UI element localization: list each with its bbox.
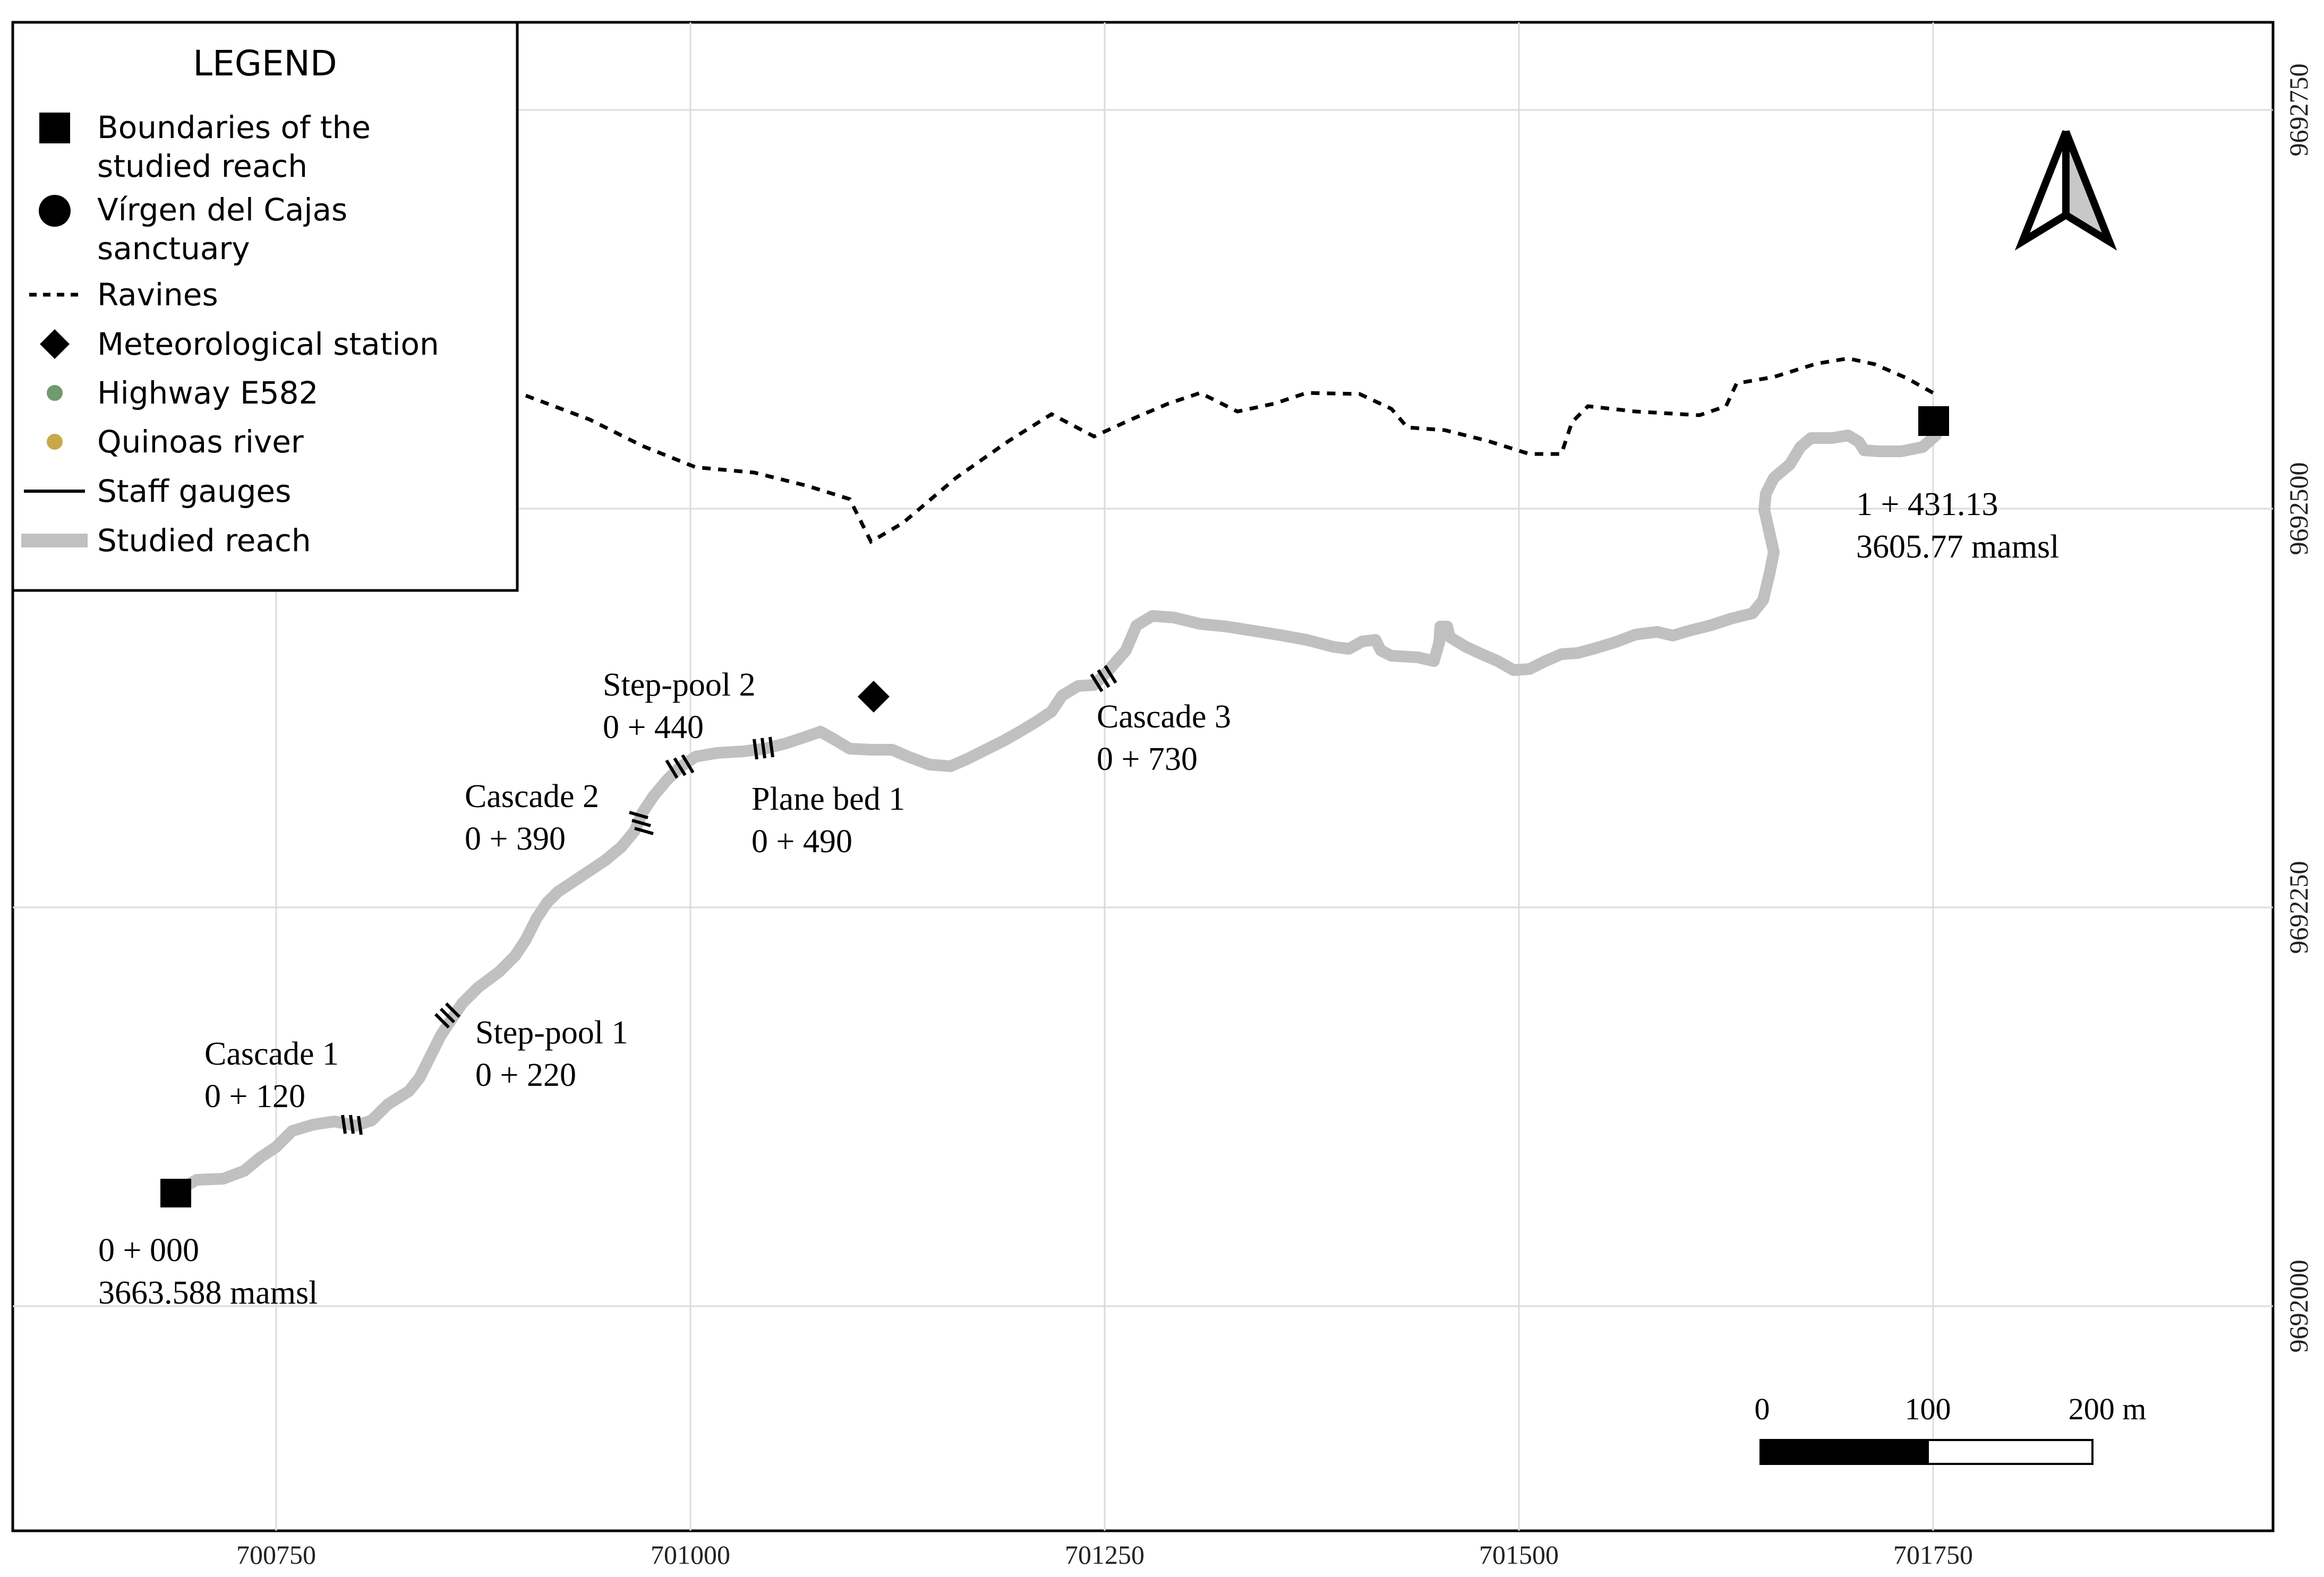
label-step-pool-2-station: 0 + 440 <box>603 709 704 745</box>
legend-label-meteorological: Meteorological station <box>97 326 439 362</box>
scale-label-0: 0 <box>1755 1392 1770 1426</box>
y-tick-9692750: 9692750 <box>2284 64 2313 157</box>
label-step-pool-1-name: Step-pool 1 <box>475 1015 628 1051</box>
y-tick-9692500: 9692500 <box>2284 462 2313 555</box>
label-step-pool-1-station: 0 + 220 <box>475 1057 576 1093</box>
staff-gauge-step-pool-2 <box>665 754 695 779</box>
scale-bar: 0 100 200 m <box>1755 1392 2147 1465</box>
meteorological-station-icon <box>858 681 890 713</box>
legend-sanctuary-icon <box>39 195 71 227</box>
legend-highway-icon <box>47 385 63 401</box>
label-cascade-3-station: 0 + 730 <box>1097 741 1198 777</box>
label-plane-bed-1-station: 0 + 490 <box>751 824 852 860</box>
ravine-line <box>525 356 1934 544</box>
staff-gauges <box>341 665 1117 1135</box>
label-cascade-2-name: Cascade 2 <box>465 778 599 815</box>
legend-label-river: Quinoas river <box>97 424 304 460</box>
legend-label-sanctuary-2: sanctuary <box>97 230 250 267</box>
staff-gauge-plane-bed-1 <box>753 736 774 760</box>
x-tick-700750: 700750 <box>236 1540 316 1570</box>
legend-label-studied-reach: Studied reach <box>97 522 311 559</box>
y-tick-9692000: 9692000 <box>2284 1260 2313 1353</box>
legend-boundaries-icon <box>39 113 70 143</box>
legend-meteorological-icon <box>40 329 70 359</box>
label-cascade-1-station: 0 + 120 <box>204 1078 305 1115</box>
legend-box <box>11 21 519 592</box>
reach-end-boundary-icon <box>1918 406 1949 436</box>
scale-label-200: 200 m <box>2069 1392 2147 1426</box>
legend-label-boundaries-1: Boundaries of the <box>97 109 371 145</box>
label-end-elevation: 3605.77 mamsl <box>1856 529 2059 565</box>
label-cascade-2-station: 0 + 390 <box>465 821 566 857</box>
label-start-station: 0 + 000 <box>98 1232 199 1269</box>
x-tick-701500: 701500 <box>1479 1540 1559 1570</box>
label-cascade-3-name: Cascade 3 <box>1097 699 1231 735</box>
staff-gauge-cascade-1 <box>341 1115 363 1135</box>
legend-label-sanctuary-1: Vírgen del Cajas <box>97 192 347 228</box>
y-tick-9692250: 9692250 <box>2284 861 2313 954</box>
legend-title: LEGEND <box>193 43 337 84</box>
label-start-elevation: 3663.588 mamsl <box>98 1275 318 1311</box>
legend-label-staff-gauges: Staff gauges <box>97 473 291 509</box>
reach-start-boundary-icon <box>160 1179 191 1207</box>
legend-label-boundaries-2: studied reach <box>97 148 307 184</box>
staff-gauge-step-pool-1 <box>434 1002 461 1029</box>
label-cascade-1-name: Cascade 1 <box>204 1036 339 1072</box>
x-tick-701750: 701750 <box>1893 1540 1973 1570</box>
x-tick-701250: 701250 <box>1065 1540 1144 1570</box>
north-arrow-icon <box>2014 130 2117 251</box>
legend: LEGEND Boundaries of the studied reach V… <box>11 21 519 592</box>
scale-bar-white-segment <box>1927 1439 2094 1465</box>
label-end-station: 1 + 431.13 <box>1856 486 1998 522</box>
scale-label-100: 100 <box>1905 1392 1951 1426</box>
legend-label-ravines: Ravines <box>97 277 218 313</box>
label-plane-bed-1-name: Plane bed 1 <box>751 781 905 817</box>
legend-river-icon <box>47 434 63 450</box>
x-tick-701000: 701000 <box>651 1540 730 1570</box>
scale-bar-black-segment <box>1759 1439 1929 1465</box>
staff-gauge-cascade-3 <box>1090 665 1117 692</box>
legend-label-highway: Highway E582 <box>97 375 318 411</box>
label-step-pool-2-name: Step-pool 2 <box>603 667 756 703</box>
staff-gauge-cascade-2 <box>629 811 654 835</box>
